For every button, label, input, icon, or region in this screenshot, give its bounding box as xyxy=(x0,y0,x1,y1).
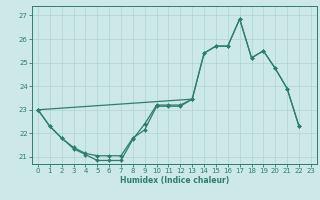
X-axis label: Humidex (Indice chaleur): Humidex (Indice chaleur) xyxy=(120,176,229,185)
